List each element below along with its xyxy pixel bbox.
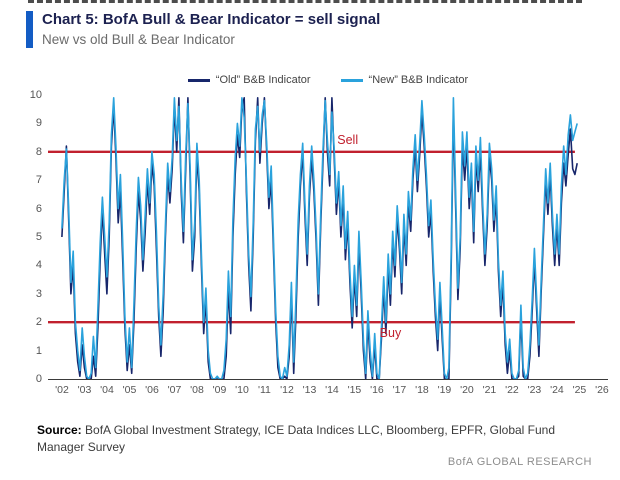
source-text: BofA Global Investment Strategy, ICE Dat… <box>37 423 556 455</box>
chart-title: Chart 5: BofA Bull & Bear Indicator = se… <box>42 11 381 28</box>
y-tick-label: 3 <box>35 287 42 300</box>
x-tick-label: '04 <box>100 384 114 396</box>
chart-header: Chart 5: BofA Bull & Bear Indicator = se… <box>26 11 380 48</box>
old-series-line-icon <box>187 78 210 82</box>
x-tick-label: '23 <box>527 384 542 396</box>
y-tick-label: 1 <box>35 344 42 357</box>
x-axis: '02 '03 '04 '05 '06 '07 '08 '09 '10 '11 '12 '13 '14 '… <box>48 384 609 398</box>
legend-label-new: “New” B&B Indicator <box>368 74 469 86</box>
legend-label-old: “Old” B&B Indicator <box>215 74 311 86</box>
plot-area: Sell Buy <box>48 95 608 380</box>
chart-subtitle: New vs old Bull & Bear Indicator <box>42 31 235 47</box>
x-tick-label: '06 <box>145 384 159 396</box>
legend-item-old: “Old” B&B Indicator <box>187 74 311 86</box>
sell-label: Sell <box>337 132 359 147</box>
x-tick-label: '14 <box>325 384 339 396</box>
brand-mark: BofA GLOBAL RESEARCH <box>447 456 592 468</box>
title-block: Chart 5: BofA Bull & Bear Indicator = se… <box>42 11 380 48</box>
bull-bear-chart <box>48 96 578 379</box>
x-tick-label: '20 <box>460 384 474 396</box>
x-tick-label: '03 <box>77 384 92 396</box>
legend-item-new: “New” B&B Indicator <box>340 74 469 86</box>
x-tick-label: '08 <box>190 384 204 396</box>
y-tick-label: 4 <box>35 259 42 272</box>
y-tick-label: 10 <box>29 89 42 101</box>
x-tick-label: '11 <box>257 384 271 396</box>
x-tick-label: '17 <box>392 384 407 396</box>
x-tick-label: '10 <box>235 384 249 396</box>
x-tick-label: '13 <box>302 384 317 396</box>
x-tick-label: '18 <box>415 384 429 396</box>
y-tick-label: 9 <box>35 117 42 130</box>
x-tick-label: '26 <box>595 384 609 396</box>
x-tick-label: '15 <box>347 384 362 396</box>
new-series-line-icon <box>340 78 363 82</box>
source-note: Source: BofA Global Investment Strategy,… <box>37 422 582 457</box>
y-tick-label: 7 <box>35 174 42 187</box>
buy-label: Buy <box>379 326 402 341</box>
chart-legend: “Old” B&B Indicator “New” B&B Indicator <box>48 74 608 86</box>
y-axis: 0 1 2 3 4 5 6 7 8 9 10 <box>14 89 42 385</box>
y-tick-label: 0 <box>35 373 42 385</box>
x-tick-label: '19 <box>437 384 452 396</box>
x-tick-label: '24 <box>550 384 564 396</box>
x-tick-label: '02 <box>55 384 69 396</box>
x-tick-label: '05 <box>122 384 137 396</box>
y-tick-label: 2 <box>35 316 42 329</box>
new-series-line <box>61 96 578 379</box>
x-tick-label: '21 <box>482 384 497 396</box>
x-tick-label: '25 <box>572 384 587 396</box>
x-tick-label: '22 <box>505 384 519 396</box>
x-tick-label: '09 <box>212 384 227 396</box>
source-label: Source: <box>37 423 82 437</box>
x-tick-label: '07 <box>167 384 182 396</box>
y-tick-label: 8 <box>35 145 42 158</box>
accent-bar <box>26 11 33 48</box>
x-tick-label: '16 <box>370 384 384 396</box>
y-tick-label: 5 <box>35 231 42 243</box>
cropped-text-artifact <box>28 0 582 3</box>
y-tick-label: 6 <box>35 202 42 215</box>
x-tick-label: '12 <box>280 384 294 396</box>
